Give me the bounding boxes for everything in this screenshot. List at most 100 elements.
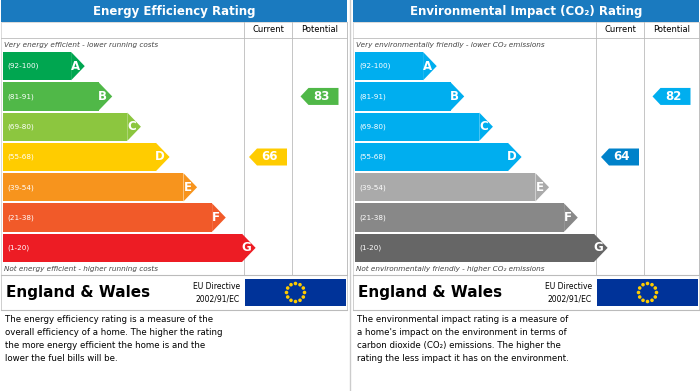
Circle shape xyxy=(641,283,645,287)
Circle shape xyxy=(638,295,641,299)
Bar xyxy=(3,203,212,232)
Polygon shape xyxy=(451,82,464,111)
Bar xyxy=(355,52,423,80)
Circle shape xyxy=(289,298,293,302)
Bar xyxy=(355,143,508,171)
Text: (39-54): (39-54) xyxy=(359,184,386,190)
Text: Very environmentally friendly - lower CO₂ emissions: Very environmentally friendly - lower CO… xyxy=(356,41,545,48)
Text: 82: 82 xyxy=(665,90,681,103)
Polygon shape xyxy=(156,143,169,171)
Circle shape xyxy=(294,300,298,303)
Bar xyxy=(245,279,346,306)
Text: (21-38): (21-38) xyxy=(7,214,34,221)
Text: England & Wales: England & Wales xyxy=(358,285,502,300)
Bar xyxy=(1,22,347,275)
Circle shape xyxy=(654,295,657,299)
Text: 83: 83 xyxy=(313,90,329,103)
Text: The energy efficiency rating is a measure of the
overall efficiency of a home. T: The energy efficiency rating is a measur… xyxy=(5,315,223,362)
Circle shape xyxy=(650,298,654,302)
Circle shape xyxy=(638,286,641,290)
Text: (1-20): (1-20) xyxy=(359,245,381,251)
Text: B: B xyxy=(450,90,459,103)
Circle shape xyxy=(285,291,288,294)
Text: G: G xyxy=(593,241,603,255)
Polygon shape xyxy=(601,149,639,165)
Bar xyxy=(353,22,699,275)
Polygon shape xyxy=(564,203,578,232)
Circle shape xyxy=(654,291,658,294)
Circle shape xyxy=(298,298,302,302)
Bar xyxy=(3,113,127,141)
Text: A: A xyxy=(423,60,432,73)
Text: D: D xyxy=(508,151,517,163)
Text: (81-91): (81-91) xyxy=(359,93,386,100)
Circle shape xyxy=(645,282,650,285)
Text: (69-80): (69-80) xyxy=(7,124,34,130)
Text: Current: Current xyxy=(252,25,284,34)
Text: C: C xyxy=(479,120,488,133)
Text: F: F xyxy=(564,211,572,224)
Text: 64: 64 xyxy=(613,151,630,163)
Text: Environmental Impact (CO₂) Rating: Environmental Impact (CO₂) Rating xyxy=(410,5,642,18)
Circle shape xyxy=(302,291,307,294)
Bar xyxy=(353,275,699,310)
Polygon shape xyxy=(594,234,608,262)
Polygon shape xyxy=(71,52,85,80)
Text: (1-20): (1-20) xyxy=(7,245,29,251)
Circle shape xyxy=(654,286,657,290)
Text: C: C xyxy=(127,120,136,133)
Circle shape xyxy=(289,283,293,287)
Text: Energy Efficiency Rating: Energy Efficiency Rating xyxy=(92,5,256,18)
Circle shape xyxy=(298,283,302,287)
Polygon shape xyxy=(423,52,437,80)
Text: B: B xyxy=(98,90,107,103)
Polygon shape xyxy=(242,234,256,262)
Circle shape xyxy=(286,286,290,290)
Text: (92-100): (92-100) xyxy=(359,63,391,69)
Bar xyxy=(3,234,242,262)
Polygon shape xyxy=(508,143,522,171)
Text: F: F xyxy=(212,211,220,224)
Bar xyxy=(3,143,156,171)
Circle shape xyxy=(637,291,640,294)
Polygon shape xyxy=(99,82,112,111)
Text: The environmental impact rating is a measure of
a home's impact on the environme: The environmental impact rating is a mea… xyxy=(357,315,568,362)
Text: Current: Current xyxy=(604,25,636,34)
Polygon shape xyxy=(127,113,141,141)
Text: (55-68): (55-68) xyxy=(7,154,34,160)
Text: Not environmentally friendly - higher CO₂ emissions: Not environmentally friendly - higher CO… xyxy=(356,266,545,272)
Circle shape xyxy=(650,283,654,287)
Text: (69-80): (69-80) xyxy=(359,124,386,130)
Text: E: E xyxy=(183,181,192,194)
Text: E: E xyxy=(536,181,543,194)
Circle shape xyxy=(302,286,305,290)
Text: Potential: Potential xyxy=(653,25,690,34)
Bar xyxy=(355,203,564,232)
Polygon shape xyxy=(249,149,287,165)
Text: D: D xyxy=(155,151,165,163)
Text: (21-38): (21-38) xyxy=(359,214,386,221)
Bar xyxy=(355,82,451,111)
Bar xyxy=(3,173,183,201)
Text: (39-54): (39-54) xyxy=(7,184,34,190)
Text: 66: 66 xyxy=(261,151,278,163)
Text: EU Directive
2002/91/EC: EU Directive 2002/91/EC xyxy=(193,282,240,303)
Bar xyxy=(1,275,347,310)
Polygon shape xyxy=(212,203,226,232)
Circle shape xyxy=(302,295,305,299)
Text: (81-91): (81-91) xyxy=(7,93,34,100)
Polygon shape xyxy=(652,88,690,105)
Polygon shape xyxy=(183,173,197,201)
Polygon shape xyxy=(536,173,549,201)
Bar xyxy=(355,113,480,141)
Bar xyxy=(3,82,99,111)
Bar xyxy=(355,234,594,262)
Polygon shape xyxy=(480,113,493,141)
Text: Potential: Potential xyxy=(301,25,338,34)
Circle shape xyxy=(286,295,290,299)
Polygon shape xyxy=(300,88,339,105)
Bar xyxy=(353,0,699,22)
Text: G: G xyxy=(241,241,251,255)
Circle shape xyxy=(645,300,650,303)
Text: England & Wales: England & Wales xyxy=(6,285,150,300)
